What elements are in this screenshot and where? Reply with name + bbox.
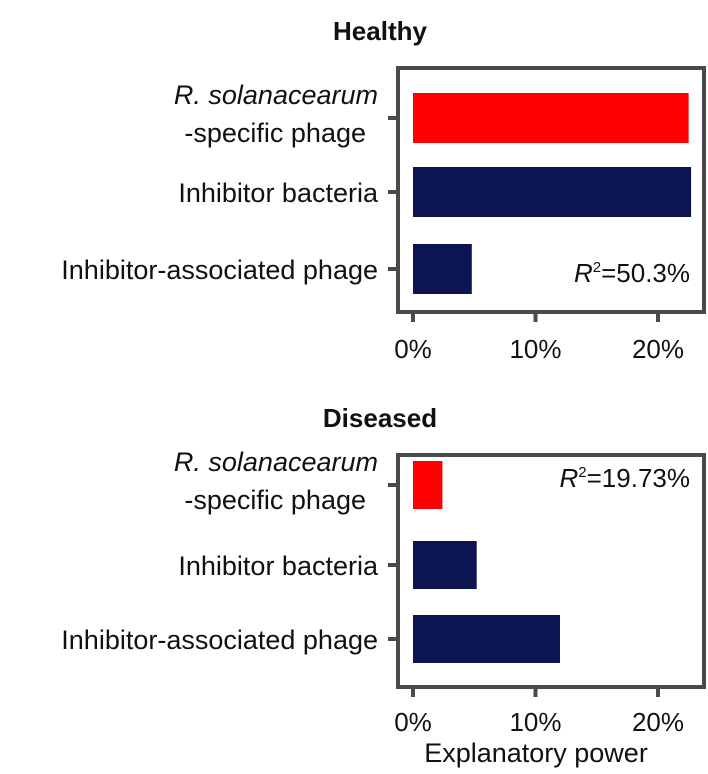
x-tick-label: 10% — [509, 334, 561, 364]
r-squared-symbol: R — [560, 463, 579, 493]
category-label-line1: R. solanacearum — [174, 80, 378, 110]
category-label: Inhibitor-associated phage — [61, 255, 378, 285]
category-label: Inhibitor bacteria — [178, 178, 379, 208]
panel-title: Healthy — [333, 16, 427, 46]
r-squared-symbol: R — [574, 258, 593, 288]
r-squared-value: =50.3% — [601, 258, 690, 288]
x-tick-label: 20% — [632, 707, 684, 737]
category-label: Inhibitor-associated phage — [61, 625, 378, 655]
r-squared-annotation: R2=50.3% — [574, 258, 690, 288]
bar-0 — [413, 461, 443, 509]
x-tick-label: 0% — [394, 334, 432, 364]
x-tick-label: 10% — [509, 707, 561, 737]
bar-0 — [413, 93, 689, 143]
bar-1 — [413, 167, 692, 217]
bar-2 — [413, 615, 560, 663]
bar-2 — [413, 244, 472, 294]
panel-diseased: Diseased R. solanacearum -specific phage In… — [61, 403, 706, 768]
panel-healthy: Healthy R. solanacearum -specific phage Inh… — [61, 16, 706, 364]
x-tick-label: 0% — [394, 707, 432, 737]
category-label-line2: -specific phage — [184, 118, 366, 148]
panel-title: Diseased — [323, 403, 437, 433]
r-squared-superscript: 2 — [593, 259, 601, 276]
category-label-line1: R. solanacearum — [174, 447, 378, 477]
bar-1 — [413, 541, 477, 589]
r-squared-superscript: 2 — [578, 464, 586, 481]
category-label-line2: -specific phage — [184, 485, 366, 515]
r-squared-value: =19.73% — [587, 463, 690, 493]
category-label: Inhibitor bacteria — [178, 551, 379, 581]
r-squared-annotation: R2=19.73% — [560, 463, 691, 493]
plot-frame — [396, 453, 706, 689]
x-tick-label: 20% — [632, 334, 684, 364]
x-axis-label: Explanatory power — [424, 738, 648, 768]
